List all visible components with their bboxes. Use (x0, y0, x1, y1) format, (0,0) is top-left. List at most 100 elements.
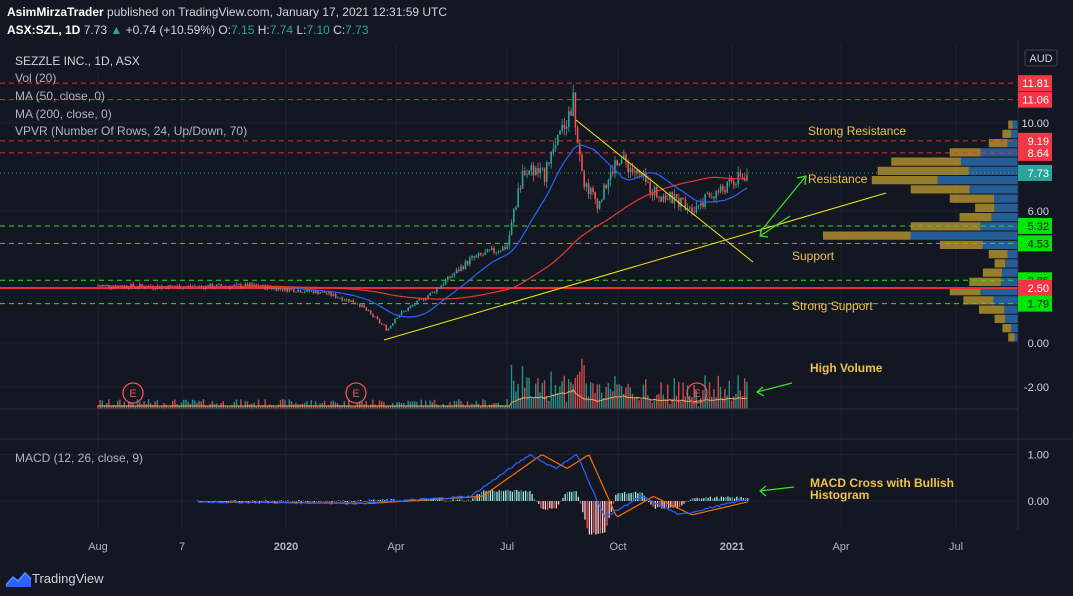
volume-ma-line (98, 388, 748, 407)
candle-body (121, 286, 123, 288)
candle-body (136, 287, 139, 289)
earnings-label: E (693, 388, 700, 400)
x-tick-label: Jul (949, 541, 963, 553)
macd-histogram-bar (579, 501, 582, 504)
legend-vpvr[interactable]: VPVR (Number Of Rows, 24, Up/Down, 70) (15, 124, 247, 138)
volume-bar (713, 389, 715, 409)
price-label-box (1018, 295, 1052, 312)
macd-histogram-bar (417, 500, 419, 502)
brand-name[interactable]: TradingView (32, 571, 104, 586)
earnings-marker[interactable]: E (686, 382, 708, 404)
legend-ma200[interactable]: MA (200, close, 0) (15, 107, 112, 121)
author-name[interactable]: AsimMirzaTrader (7, 5, 104, 19)
tradingview-logo-icon[interactable] (5, 569, 33, 589)
volume-bar (486, 406, 488, 409)
macd-histogram-bar (524, 490, 527, 501)
volume-bar (169, 406, 172, 409)
price-chart[interactable]: 14.00 10.00 6.00 0.00 -2.00 1.00 0.00 Aug 7 2020 A… (0, 40, 1073, 562)
volume-bar (653, 398, 656, 409)
annotation-resistance: Resistance (808, 172, 868, 186)
candle-body (658, 196, 660, 198)
legend-macd[interactable]: MACD (12, 26, close, 9) (15, 451, 143, 465)
macd-histogram-bar (505, 490, 507, 501)
volume-bar (744, 378, 746, 409)
volume-bar (550, 371, 552, 409)
candle-body (708, 193, 711, 197)
y-tick-label: 6.00 (1028, 206, 1049, 218)
macd-histogram-bar (298, 500, 300, 501)
symbol-label[interactable]: ASX:SZL, 1D (7, 23, 81, 37)
candle-body (614, 160, 616, 174)
candle-body (282, 288, 284, 291)
candle-body (524, 170, 526, 175)
macd-histogram-bar (388, 500, 390, 502)
macd-histogram-bar (375, 500, 377, 501)
annotation-high-volume: High Volume (810, 361, 883, 375)
macd-histogram-bar (300, 501, 302, 503)
volume-bar (623, 393, 625, 409)
candle-body (587, 183, 590, 195)
volume-bar (348, 400, 350, 409)
volume-bar (427, 406, 429, 409)
candle-body (455, 269, 458, 274)
volume-bar (139, 401, 141, 409)
volume-bar (576, 374, 579, 409)
x-tick-label: Apr (832, 541, 849, 553)
macd-histogram-bar (630, 492, 632, 501)
candle-body (535, 168, 537, 176)
volume-bar (273, 406, 275, 409)
annotation-macd-cross-2: Histogram (810, 488, 869, 502)
macd-histogram-bar (681, 501, 683, 506)
macd-histogram-bar (489, 491, 492, 501)
vpvr-up-bar (891, 157, 961, 166)
volume-bar (354, 406, 356, 409)
candle-body (301, 292, 304, 294)
candle-body (680, 197, 682, 207)
candle-body (638, 169, 640, 174)
vpvr-up-bar (949, 148, 981, 157)
earnings-marker[interactable]: E (345, 382, 367, 404)
macd-histogram-bar (386, 499, 388, 501)
legend-vol[interactable]: Vol (20) (15, 71, 56, 85)
vpvr-down-bar (1004, 305, 1018, 314)
volume-bar (260, 406, 262, 409)
close-label: C: (333, 23, 346, 37)
earnings-marker[interactable]: E (122, 382, 144, 404)
macd-histogram-bar (322, 501, 324, 502)
volume-bar (515, 391, 517, 409)
macd-histogram-bar (445, 501, 448, 502)
volume-bar (227, 406, 229, 409)
macd-histogram-bar (562, 497, 564, 501)
legend-ma50[interactable]: MA (50, close, 0) (15, 89, 105, 103)
macd-histogram-bar (434, 499, 437, 501)
candle-body (165, 286, 167, 289)
price-label-text: 1.79 (1028, 299, 1049, 311)
price-label-box (1018, 217, 1052, 234)
candle-body (537, 168, 539, 174)
candle-body (631, 168, 634, 172)
volume-bar (112, 404, 114, 409)
candle-body (581, 154, 583, 172)
volume-bar (625, 387, 627, 409)
macd-histogram-bar (214, 500, 217, 502)
vpvr-down-bar (993, 296, 1018, 305)
candle-body (341, 298, 343, 301)
candle-body (420, 298, 423, 300)
macd-histogram-bar (263, 500, 265, 502)
macd-histogram-bar (626, 493, 628, 501)
volume-bar (323, 400, 326, 409)
macd-histogram-bar (711, 498, 714, 501)
x-tick-label: 2021 (720, 541, 744, 553)
vpvr-up-bar (1002, 129, 1011, 138)
candle-body (425, 298, 427, 301)
macd-histogram-bar (498, 490, 500, 501)
macd-histogram-bar (698, 498, 701, 501)
volume-bar (733, 396, 735, 409)
currency-box[interactable] (1024, 49, 1058, 67)
candle-body (453, 273, 456, 276)
candle-body (717, 191, 720, 193)
volume-bar (372, 399, 374, 409)
volume-bar (605, 386, 607, 409)
volume-bar (330, 401, 332, 409)
volume-bar (746, 381, 748, 409)
